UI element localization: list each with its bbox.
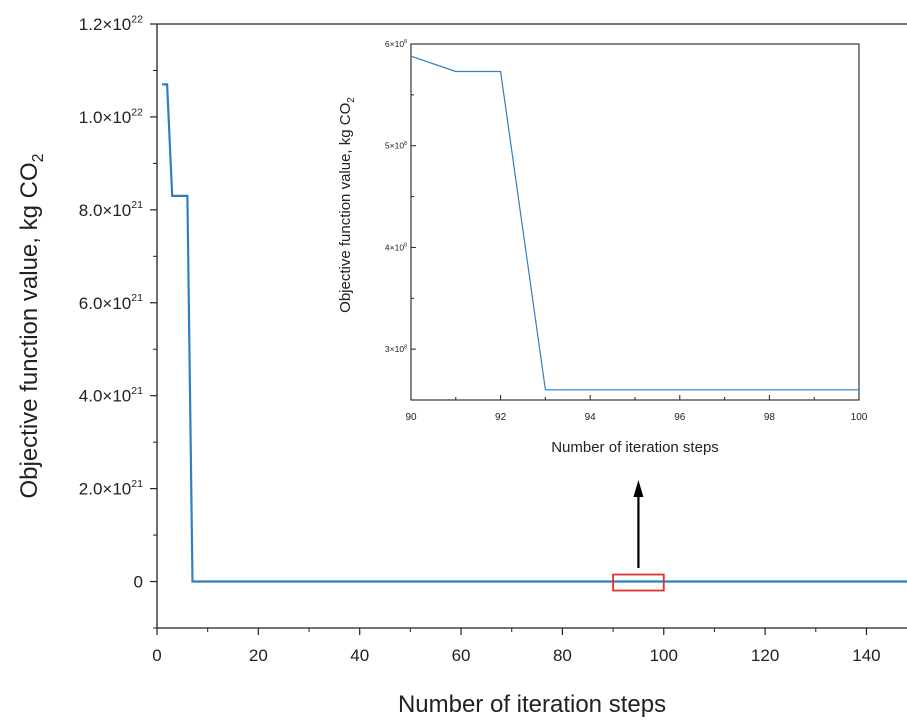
x-tick-label: 40 [350, 646, 369, 665]
inset-x-tick-label: 100 [851, 412, 868, 423]
inset-x-axis-label: Number of iteration steps [551, 439, 719, 456]
y-tick-label: 0 [134, 573, 143, 592]
series-line-inset [410, 55, 859, 391]
inset-y-tick-label: 5×108 [385, 141, 407, 151]
inset-x-tick-label: 94 [585, 412, 597, 423]
inset-x-tick-label: 90 [405, 412, 417, 423]
zoom-region-box [612, 573, 665, 592]
x-tick-label: 0 [152, 646, 161, 665]
x-tick-label: 120 [751, 646, 779, 665]
inset-x-tick-label: 98 [764, 412, 776, 423]
inset-y-tick-label: 6×108 [385, 39, 407, 49]
x-tick-label: 100 [650, 646, 678, 665]
y-tick-label: 6.0×1021 [79, 292, 143, 313]
y-axis-label: Objective function value, kg CO2 [16, 153, 47, 498]
series-line-main [162, 83, 907, 583]
inset-frame [410, 43, 860, 401]
inset-x-tick-label: 96 [674, 412, 686, 423]
x-axis-label: Number of iteration steps [398, 691, 666, 718]
x-tick-label: 140 [852, 646, 880, 665]
inset-y-tick-label: 3×108 [385, 344, 407, 354]
x-tick-label: 80 [553, 646, 572, 665]
y-tick-label: 8.0×1021 [79, 199, 143, 220]
zoom-arrow-head [633, 480, 644, 497]
y-tick-label: 1.2×1022 [79, 13, 143, 34]
inset-x-tick-label: 92 [495, 412, 507, 423]
inset-y-axis-label: Objective function value, kg CO2 [337, 97, 357, 313]
x-tick-label: 20 [249, 646, 268, 665]
x-tick-label: 60 [452, 646, 471, 665]
y-tick-label: 2.0×1021 [79, 478, 143, 499]
inset-y-tick-label: 4×108 [385, 242, 407, 252]
y-tick-label: 4.0×1021 [79, 385, 143, 406]
y-tick-label: 1.0×1022 [79, 106, 143, 127]
